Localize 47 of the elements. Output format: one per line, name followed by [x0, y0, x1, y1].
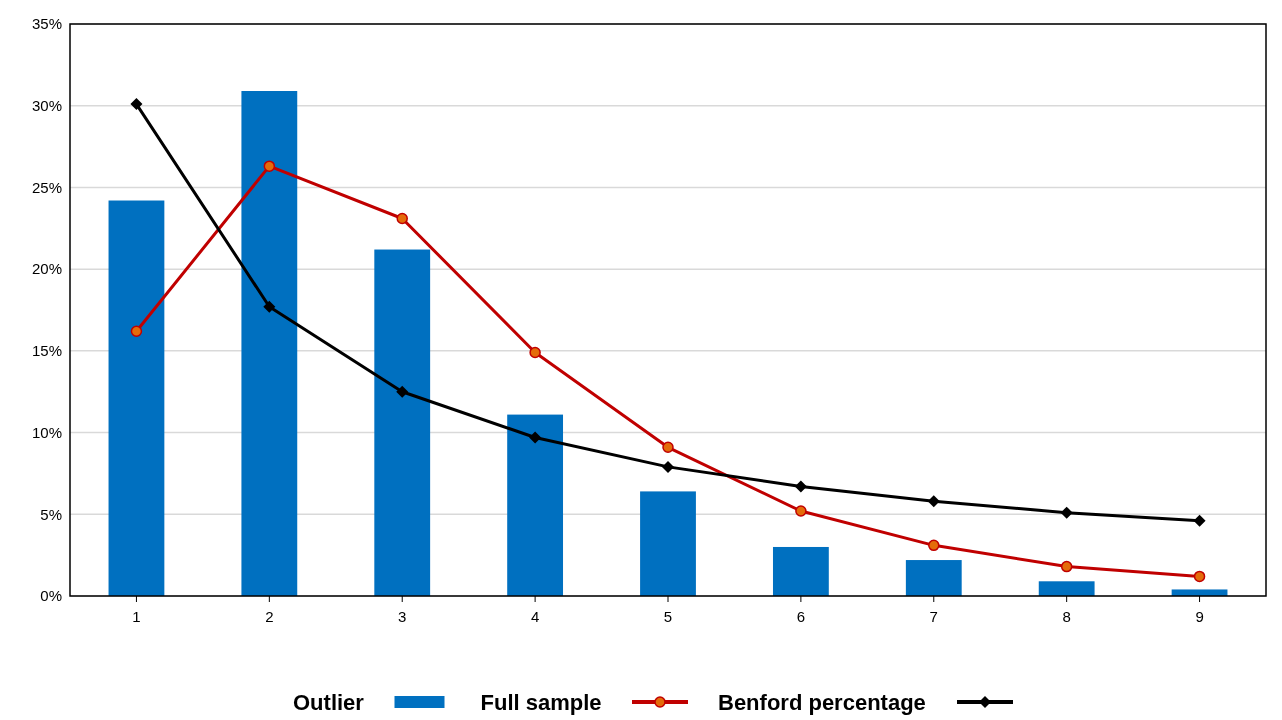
point [662, 441, 674, 454]
point [1060, 506, 1073, 519]
x-tick-label: 7 [929, 608, 938, 625]
point [927, 495, 940, 508]
x-tick-label: 1 [132, 608, 141, 625]
legend-label: Outlier [293, 689, 365, 715]
point [529, 431, 542, 444]
point [795, 505, 807, 517]
bar [905, 560, 962, 596]
point [263, 160, 276, 172]
x-tick-label: 4 [530, 608, 540, 625]
y-tick-label: 20% [31, 260, 62, 278]
bar [108, 200, 165, 596]
bar [374, 249, 431, 596]
bar [772, 546, 829, 596]
point [928, 539, 940, 552]
y-tick-label: 15% [31, 342, 62, 360]
bar [1038, 581, 1095, 596]
point [1060, 560, 1073, 573]
y-tick-label: 5% [40, 505, 62, 523]
point [529, 346, 541, 359]
x-tick-label: 8 [1062, 608, 1071, 625]
legend-label: Full sample [480, 689, 602, 715]
point [1193, 514, 1206, 527]
point [263, 300, 276, 313]
point [396, 212, 408, 225]
x-tick-label: 5 [663, 608, 673, 625]
y-tick-label: 30% [31, 96, 62, 114]
point [794, 480, 807, 493]
legend-label: Benford percentage [718, 689, 926, 715]
bar [640, 491, 696, 596]
bar [507, 414, 564, 596]
x-tick-label: 2 [265, 608, 274, 625]
x-tick-label: 3 [398, 608, 407, 625]
y-tick-label: 0% [40, 587, 62, 605]
point [662, 460, 674, 473]
x-tick-label: 9 [1195, 608, 1204, 625]
point [130, 98, 143, 111]
point [130, 325, 143, 337]
y-tick-label: 10% [31, 423, 62, 441]
x-tick-label: 6 [796, 608, 806, 625]
y-tick-label: 35% [31, 15, 62, 33]
point [1193, 570, 1206, 583]
bar [1171, 589, 1228, 596]
bar [241, 91, 298, 596]
point [396, 385, 409, 398]
y-tick-label: 25% [31, 178, 62, 196]
